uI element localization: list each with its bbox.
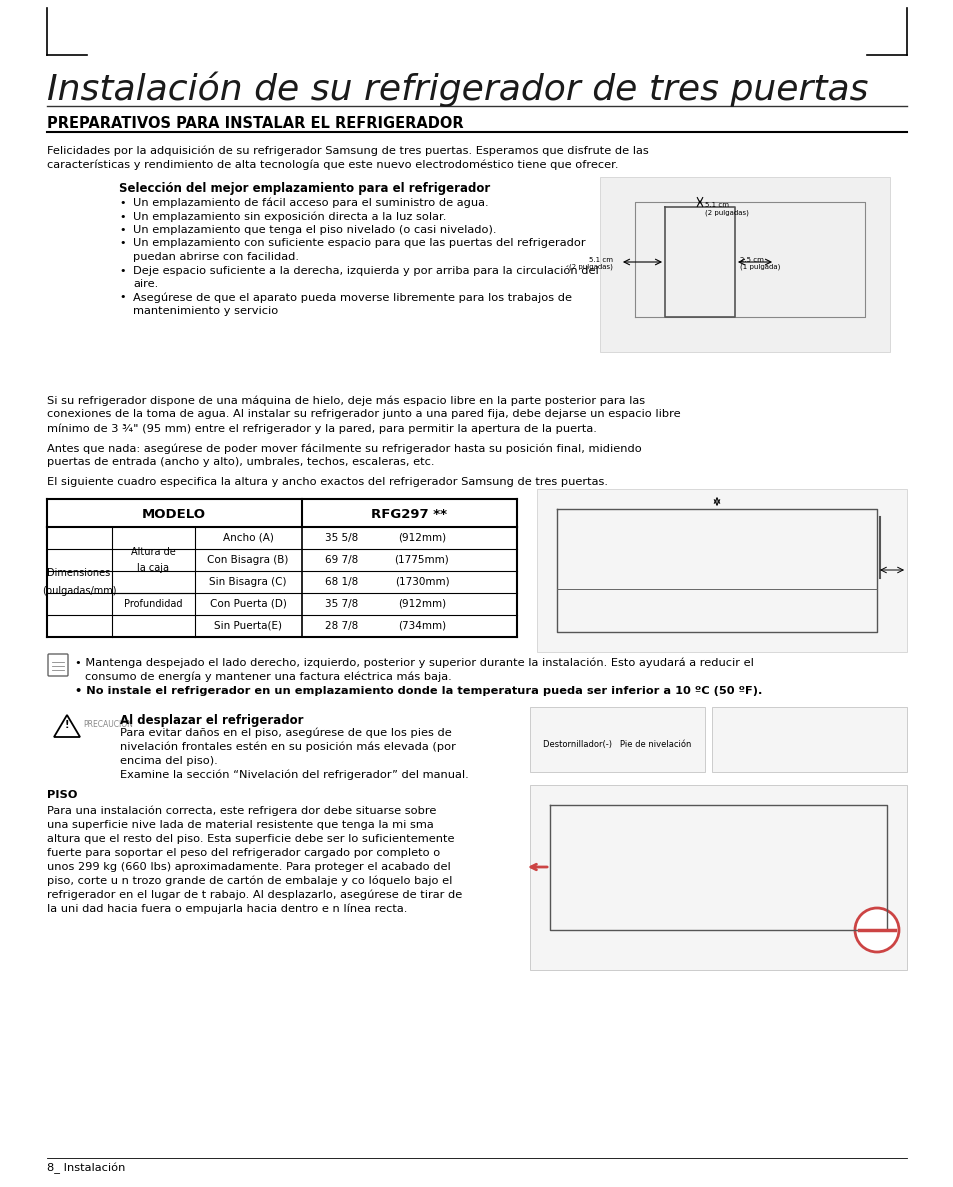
Text: (912mm): (912mm)	[397, 533, 446, 542]
Text: 5.1 cm
(2 pulgadas): 5.1 cm (2 pulgadas)	[704, 202, 748, 216]
Text: •: •	[119, 292, 126, 303]
Text: aire.: aire.	[132, 279, 158, 288]
Text: •: •	[119, 198, 126, 208]
Bar	[599, 177, 889, 353]
Text: características y rendimiento de alta tecnología que este nuevo electrodoméstico: características y rendimiento de alta te…	[47, 160, 618, 171]
Text: puedan abrirse con facilidad.: puedan abrirse con facilidad.	[132, 252, 298, 262]
Text: Examine la sección “Nivelación del refrigerador” del manual.: Examine la sección “Nivelación del refri…	[120, 770, 468, 781]
Text: !: !	[65, 719, 70, 730]
Text: fuerte para soportar el peso del refrigerador cargado por completo o: fuerte para soportar el peso del refrige…	[47, 848, 439, 858]
Text: Profundidad: Profundidad	[124, 599, 182, 609]
Text: 35 5/8: 35 5/8	[325, 533, 358, 542]
Bar	[530, 785, 906, 970]
Polygon shape	[54, 715, 80, 737]
Text: Un emplazamiento con suficiente espacio para que las puertas del refrigerador: Un emplazamiento con suficiente espacio …	[132, 239, 585, 248]
Text: 68 1/8: 68 1/8	[325, 577, 358, 588]
Bar	[537, 489, 906, 652]
Text: Para evitar daños en el piso, asegúrese de que los pies de: Para evitar daños en el piso, asegúrese …	[120, 728, 452, 738]
Text: Instalación de su refrigerador de tres puertas: Instalación de su refrigerador de tres p…	[47, 71, 867, 107]
Text: Antes que nada: asegúrese de poder mover fácilmente su refrigerador hasta su pos: Antes que nada: asegúrese de poder mover…	[47, 443, 641, 453]
Text: El siguiente cuadro especifica la altura y ancho exactos del refrigerador Samsun: El siguiente cuadro especifica la altura…	[47, 477, 607, 487]
Text: • Mantenga despejado el lado derecho, izquierdo, posterior y superior durante la: • Mantenga despejado el lado derecho, iz…	[75, 656, 753, 667]
Text: Ancho (A): Ancho (A)	[222, 533, 274, 542]
Text: Con Puerta (D): Con Puerta (D)	[210, 599, 286, 609]
Text: Asegúrese de que el aparato pueda moverse libremente para los trabajos de: Asegúrese de que el aparato pueda movers…	[132, 292, 572, 303]
Text: Un emplazamiento de fácil acceso para el suministro de agua.: Un emplazamiento de fácil acceso para el…	[132, 198, 488, 209]
Text: encima del piso).: encima del piso).	[120, 756, 217, 766]
Text: RFG297 **: RFG297 **	[371, 508, 447, 521]
Text: •: •	[119, 266, 126, 275]
Circle shape	[854, 908, 898, 952]
Text: (1730mm): (1730mm)	[395, 577, 449, 588]
Text: Un emplazamiento sin exposición directa a la luz solar.: Un emplazamiento sin exposición directa …	[132, 211, 446, 222]
Text: puertas de entrada (ancho y alto), umbrales, techos, escaleras, etc.: puertas de entrada (ancho y alto), umbra…	[47, 457, 434, 466]
Text: PRECAUCIÓN: PRECAUCIÓN	[83, 721, 132, 729]
Text: nivelación frontales estén en su posición más elevada (por: nivelación frontales estén en su posició…	[120, 742, 456, 753]
Text: la uni dad hacia fuera o empujarla hacia dentro e n línea recta.: la uni dad hacia fuera o empujarla hacia…	[47, 904, 407, 914]
Text: Dimensiones: Dimensiones	[48, 569, 111, 578]
Text: Sin Puerta(E): Sin Puerta(E)	[213, 621, 282, 631]
Text: •: •	[119, 239, 126, 248]
Text: •: •	[119, 211, 126, 222]
Text: altura que el resto del piso. Esta superficie debe ser lo suficientemente: altura que el resto del piso. Esta super…	[47, 834, 454, 844]
Text: la caja: la caja	[137, 563, 169, 573]
Text: Para una instalación correcta, este refrigera dor debe situarse sobre: Para una instalación correcta, este refr…	[47, 806, 436, 817]
Text: 28 7/8: 28 7/8	[325, 621, 358, 631]
Text: PREPARATIVOS PARA INSTALAR EL REFRIGERADOR: PREPARATIVOS PARA INSTALAR EL REFRIGERAD…	[47, 116, 463, 131]
Text: una superficie nive lada de material resistente que tenga la mi sma: una superficie nive lada de material res…	[47, 820, 434, 830]
Text: Sin Bisagra (C): Sin Bisagra (C)	[209, 577, 287, 588]
Text: (734mm): (734mm)	[397, 621, 446, 631]
Text: Deje espacio suficiente a la derecha, izquierda y por arriba para la circulación: Deje espacio suficiente a la derecha, iz…	[132, 266, 598, 277]
Bar	[711, 707, 906, 772]
Text: piso, corte u n trozo grande de cartón de embalaje y co lóquelo bajo el: piso, corte u n trozo grande de cartón d…	[47, 876, 452, 887]
Text: (912mm): (912mm)	[397, 599, 446, 609]
Text: PISO: PISO	[47, 791, 77, 800]
Text: Con Bisagra (B): Con Bisagra (B)	[207, 556, 289, 565]
Text: (pulgadas/mm): (pulgadas/mm)	[42, 586, 116, 596]
Text: mínimo de 3 ¾" (95 mm) entre el refrigerador y la pared, para permitir la apertu: mínimo de 3 ¾" (95 mm) entre el refriger…	[47, 423, 597, 433]
Text: • No instale el refrigerador en un emplazamiento donde la temperatura pueda ser : • No instale el refrigerador en un empla…	[75, 686, 761, 696]
Text: Si su refrigerador dispone de una máquina de hielo, deje más espacio libre en la: Si su refrigerador dispone de una máquin…	[47, 395, 644, 406]
Text: •: •	[119, 226, 126, 235]
Text: mantenimiento y servicio: mantenimiento y servicio	[132, 306, 278, 316]
Text: Altura de: Altura de	[131, 547, 175, 557]
Text: Destornillador(-)   Pie de nivelación: Destornillador(-) Pie de nivelación	[542, 740, 691, 749]
Bar	[530, 707, 704, 772]
Text: consumo de energía y mantener una factura eléctrica más baja.: consumo de energía y mantener una factur…	[85, 671, 452, 681]
FancyBboxPatch shape	[48, 654, 68, 677]
Text: refrigerador en el lugar de t rabajo. Al desplazarlo, asegúrese de tirar de: refrigerador en el lugar de t rabajo. Al…	[47, 890, 462, 901]
Text: Selección del mejor emplazamiento para el refrigerador: Selección del mejor emplazamiento para e…	[119, 182, 490, 195]
Text: Al desplazar el refrigerador: Al desplazar el refrigerador	[120, 715, 303, 726]
Text: 8_ Instalación: 8_ Instalación	[47, 1163, 125, 1174]
Text: MODELO: MODELO	[142, 508, 206, 521]
Text: 35 7/8: 35 7/8	[325, 599, 358, 609]
Text: Felicidades por la adquisición de su refrigerador Samsung de tres puertas. Esper: Felicidades por la adquisición de su ref…	[47, 146, 648, 157]
Text: 69 7/8: 69 7/8	[325, 556, 358, 565]
Text: (1775mm): (1775mm)	[395, 556, 449, 565]
Text: Un emplazamiento que tenga el piso nivelado (o casi nivelado).: Un emplazamiento que tenga el piso nivel…	[132, 226, 496, 235]
Text: 5.1 cm
(2 pulgadas): 5.1 cm (2 pulgadas)	[569, 258, 613, 271]
Text: unos 299 kg (660 lbs) aproximadamente. Para proteger el acabado del: unos 299 kg (660 lbs) aproximadamente. P…	[47, 862, 450, 872]
Text: conexiones de la toma de agua. Al instalar su refrigerador junto a una pared fij: conexiones de la toma de agua. Al instal…	[47, 410, 679, 419]
Text: 2.5 cm
(1 pulgada): 2.5 cm (1 pulgada)	[740, 258, 780, 271]
